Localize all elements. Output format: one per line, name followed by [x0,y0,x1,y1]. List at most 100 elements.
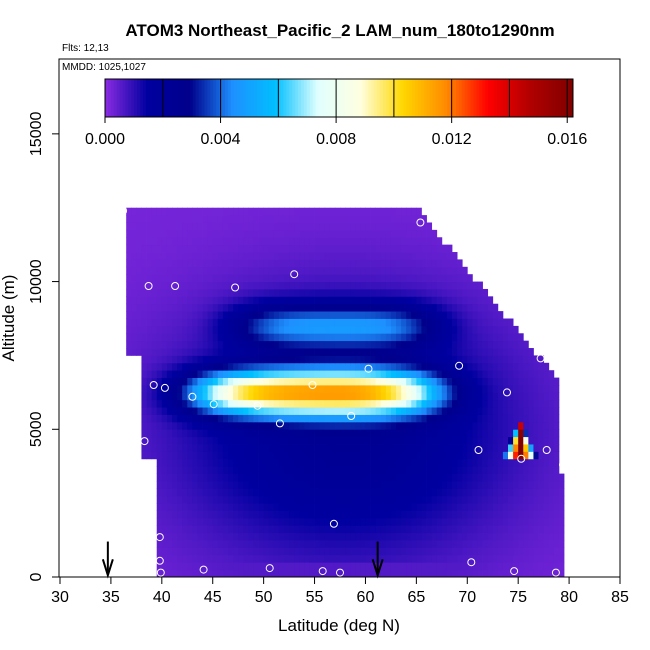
colorbar-swatch [107,79,112,117]
heatmap-cell [528,517,534,526]
heatmap-cell [187,525,193,534]
heatmap-cell [289,510,295,519]
heatmap-cell [161,407,168,415]
heatmap-cell [416,503,422,511]
heatmap-cell [314,473,321,482]
heatmap-cell [202,473,209,482]
heatmap-cell [462,466,468,474]
heatmap-cell [324,525,331,534]
heatmap-cell [324,288,331,297]
heatmap-cell [212,237,219,246]
heatmap-cell [441,274,448,282]
heatmap-cell [360,340,366,349]
heatmap-cell [319,266,326,275]
x-tick-label: 30 [51,589,69,606]
heatmap-cell [156,399,163,408]
heatmap-cell [202,547,209,556]
heatmap-cell [248,429,254,438]
heatmap-cell [233,421,239,430]
heatmap-cell [385,473,392,482]
heatmap-cell [360,495,366,504]
heatmap-cell [284,451,290,460]
heatmap-cell [202,259,209,268]
heatmap-cell [467,451,473,460]
heatmap-cell [497,370,504,378]
heatmap-cell [350,384,356,393]
heatmap-cell [396,554,402,563]
heatmap-cell [487,444,494,452]
heatmap-cell [217,488,224,497]
heatmap-cell [268,237,275,246]
heatmap-cell [161,229,168,238]
heatmap-cell [243,429,249,438]
heatmap-cell [319,466,326,474]
heatmap-cell [222,392,229,401]
heatmap-cell [385,466,392,474]
heatmap-cell [513,392,519,401]
heatmap-cell [538,429,545,438]
heatmap-cell [146,377,153,386]
heatmap-cell [513,348,519,356]
heatmap-cell [161,348,168,356]
heatmap-cell [406,458,412,467]
heatmap-cell [543,399,550,408]
heatmap-cell [299,473,305,482]
heatmap-cell [263,215,270,223]
heatmap-cell [472,325,478,334]
heatmap-cell [207,340,214,349]
heatmap-cell [324,495,331,504]
heatmap-cell [467,458,473,467]
heatmap-cell [207,421,214,430]
heatmap-cell [324,421,331,430]
heatmap-cell [217,503,224,511]
heatmap-cell [319,303,326,312]
heatmap-cell [289,215,295,223]
heatmap-cell [161,532,168,541]
heatmap-cell [502,451,509,460]
heatmap-cell [309,407,315,415]
heatmap-cell [324,259,331,268]
colorbar-swatch [143,79,147,117]
heatmap-cell [345,562,351,571]
heatmap-cell [177,266,183,275]
heatmap-cell [355,399,361,408]
heatmap-cell [340,547,346,556]
heatmap-cell [166,362,173,371]
heatmap-cell [263,495,270,504]
heatmap-cell [299,421,305,430]
heatmap-cell [411,510,417,519]
heatmap-cell [492,377,499,386]
x-tick-label: 80 [560,589,578,606]
heatmap-cell [436,473,443,482]
heatmap-cell [197,532,203,541]
heatmap-cell [156,296,163,305]
heatmap-cell [431,532,438,541]
heatmap-cell [182,532,188,541]
heatmap-cell [518,562,524,571]
heatmap-cell [172,281,178,290]
heatmap-cell [238,281,244,290]
heatmap-cell [375,259,382,268]
heatmap-cell [192,532,198,541]
heatmap-cell [314,362,321,371]
heatmap-cell [482,325,489,334]
heatmap-cell [217,348,224,356]
heatmap-cell [406,399,412,408]
heatmap-cell [294,503,300,511]
heatmap-cell [380,466,387,474]
heatmap-cell [273,510,280,519]
heatmap-cell [263,274,270,282]
heatmap-cell [222,532,229,541]
colorbar-swatch [178,79,182,117]
heatmap-cell [217,444,224,452]
colorbar-swatch [505,79,510,117]
heatmap-cell [248,547,254,556]
heatmap-cell [263,348,270,356]
heatmap-cell [375,473,382,482]
heatmap-cell [365,466,371,474]
heatmap-cell [222,362,229,371]
heatmap-cell [319,377,326,386]
heatmap-cell [278,281,285,290]
heatmap-cell [360,274,366,282]
heatmap-cell [452,525,458,534]
